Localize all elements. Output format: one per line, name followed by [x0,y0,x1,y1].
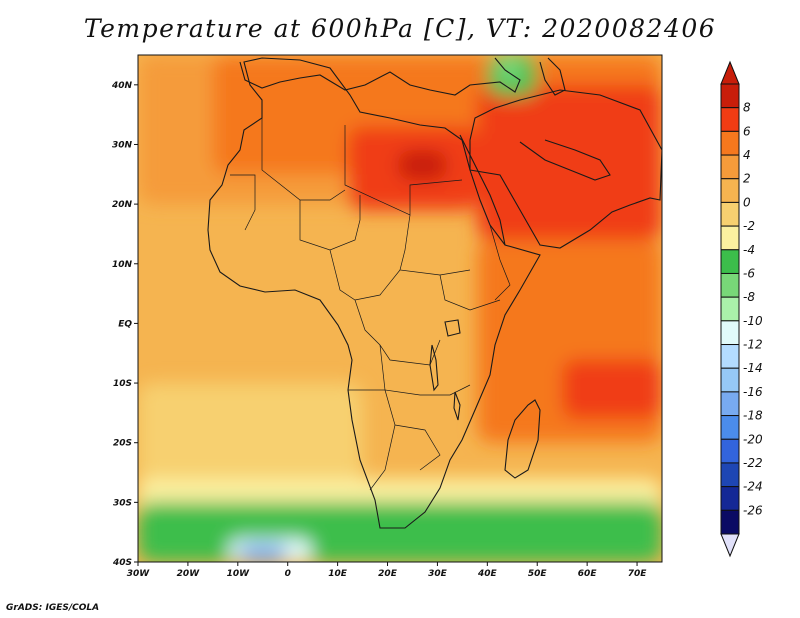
lat-tick-label: 20N [112,200,133,210]
field-region-13 [497,55,523,85]
colorbar-box [720,154,740,180]
colorbar-over-triangle [720,60,740,85]
colorbar-label: -4 [743,243,755,257]
border [299,195,361,251]
colorbar-label: -8 [743,290,755,304]
colorbar-box [720,509,740,535]
lat-tick-label: 20S [113,439,132,449]
lon-tick-label: 60E [578,569,598,579]
lat-tick-label: EQ [118,319,132,329]
border [489,224,511,301]
lat-tick-label: 30S [113,498,132,508]
lon-tick-label: 20E [378,569,398,579]
colorbar-box [720,107,740,132]
colorbar: 8 6 4 2 0 -2 -4 -6 -8 -10 -12 -14 -16 -18 -20 -22 -24 -26 [720,60,763,558]
colorbar-label: -16 [743,385,763,399]
colorbar-box [720,367,740,393]
colorbar-box [720,249,740,274]
colorbar-label: -26 [743,503,763,517]
gulf-coastline [519,139,611,181]
lat-tick-label: 40N [111,81,133,91]
field-region-4 [397,150,448,181]
colorbar-box [720,391,740,417]
lat-tick-label: 10S [113,379,132,389]
colorbar-box [720,486,740,511]
colorbar-label: -6 [743,266,755,280]
field-regions [138,55,662,562]
colorbar-under-triangle [720,533,740,558]
border [439,274,501,311]
madagascar-coastline [504,399,541,479]
colorbar-label: -14 [743,361,763,375]
colorbar-box [720,438,740,464]
lon-tick-label: 10W [227,569,251,579]
lat-tick-label: 10N [112,260,133,270]
lon-tick-label: 30E [428,569,448,579]
caspian-coastline [539,57,566,96]
colorbar-box [720,415,740,440]
colorbar-label: 2 [743,172,751,186]
lake-tanganyika [429,344,439,392]
colorbar-label: -20 [743,432,763,446]
coastlines [207,57,662,529]
colorbar-label: -24 [743,480,763,494]
credit-label: GrADS: IGES/COLA [6,603,100,613]
border [354,299,441,366]
country-borders [230,118,511,491]
colorbar-box [720,225,740,251]
border [379,344,471,396]
colorbar-box [720,320,740,346]
colorbar-box [720,178,740,203]
field-region-3 [477,84,662,240]
colorbar-box [720,344,740,369]
longitude-axis: 30W 20W 10W 0 10E 20E 30E 40E 50E 60E 70E [127,562,647,579]
lake-malawi [453,391,461,421]
temperature-field [138,55,662,562]
colorbar-box [720,272,740,298]
colorbar-label: 0 [743,195,751,209]
colorbar-box [720,462,740,488]
field-region-6 [562,359,662,419]
colorbar-box [720,201,740,227]
lake-victoria [444,319,461,337]
field-region-9 [138,502,662,562]
lon-tick-label: 50E [528,569,548,579]
lon-tick-label: 30W [127,569,151,579]
plot-frame [137,54,663,563]
europe-coastline [239,57,521,96]
lon-tick-label: 40E [477,569,498,579]
arabia-coastline [469,89,662,249]
redsea-coastline [459,134,506,246]
field-region-11 [237,544,288,562]
colorbar-box [720,296,740,322]
colorbar-label: 8 [743,101,751,115]
colorbar-box [720,130,740,156]
border [394,424,441,471]
africa-coastline [207,57,541,529]
colorbar-label: -22 [743,456,763,470]
colorbar-label: -18 [743,409,763,423]
colorbar-label: 4 [743,148,751,162]
colorbar-label: -2 [743,219,755,233]
lon-tick-label: 20W [177,569,201,579]
colorbar-label: 6 [743,124,751,138]
map-title: Temperature at 600hPa [C], VT: 202008240… [83,14,717,43]
lon-tick-label: 70E [628,569,648,579]
lon-tick-label: 10E [328,569,348,579]
lat-tick-label: 30N [112,140,133,150]
colorbar-box [720,83,740,109]
lat-tick-label: 40S [112,558,132,568]
border [230,174,256,231]
colorbar-label: -10 [743,314,763,328]
colorbar-label: -12 [743,338,763,352]
lon-tick-label: 0 [285,569,291,579]
latitude-axis: 40N 30N 20N 10N EQ 10S 20S 30S 40S [111,81,138,568]
